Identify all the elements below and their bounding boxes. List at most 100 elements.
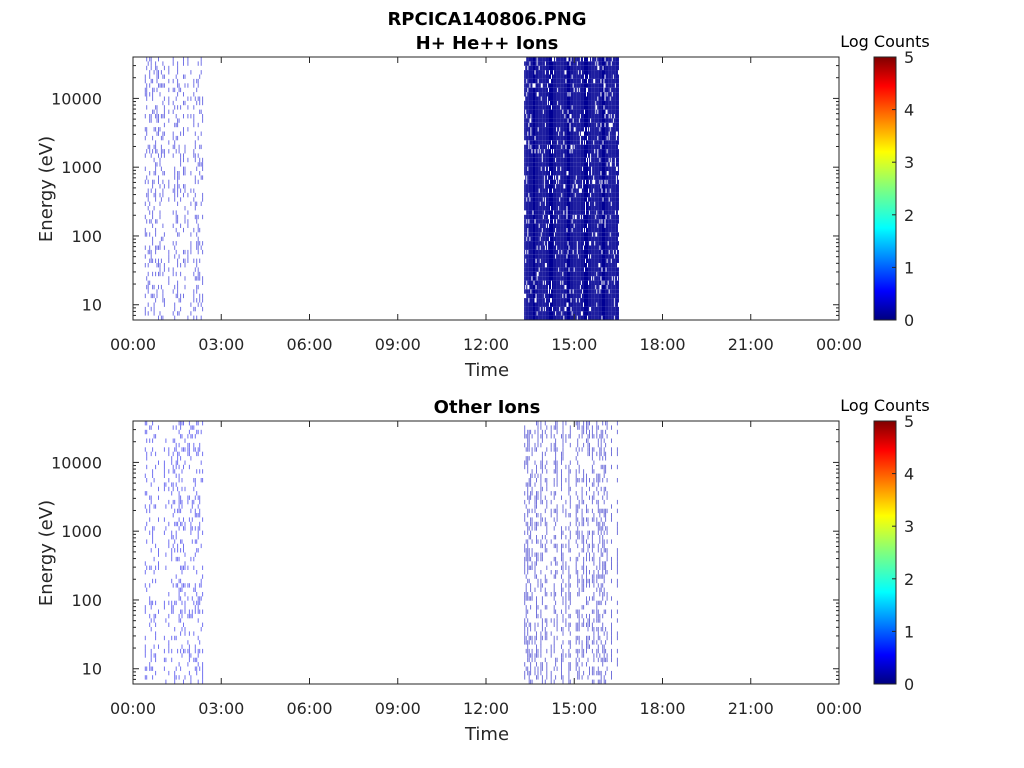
spectrogram-cell xyxy=(531,109,533,114)
spectrogram-cell xyxy=(532,298,534,303)
spectrogram-cell xyxy=(573,171,575,176)
spectrogram-cell xyxy=(593,306,595,312)
spectrogram-cell xyxy=(532,127,534,132)
spectrogram-cell xyxy=(552,78,553,84)
spectrogram-cell xyxy=(574,249,576,255)
spectrogram-cell xyxy=(607,249,609,255)
spectrogram-cell xyxy=(202,96,204,101)
spectrogram-cell xyxy=(544,109,546,114)
spectrogram-cell xyxy=(533,201,535,206)
spectrogram-cell xyxy=(573,289,575,294)
spectrogram-cell xyxy=(584,153,585,158)
spectrogram-cell xyxy=(553,87,555,93)
spectrogram-cell xyxy=(174,144,176,150)
spectrogram-cell xyxy=(177,122,179,128)
spectrogram-cell xyxy=(597,267,599,272)
spectrogram-cell xyxy=(591,96,593,101)
spectrogram-cell xyxy=(589,214,591,220)
spectrogram-cell xyxy=(554,70,556,75)
spectrogram-cell xyxy=(525,241,527,246)
spectrogram-cell xyxy=(535,214,537,220)
spectrogram-cell xyxy=(552,214,553,220)
spectrogram-cell xyxy=(553,197,555,202)
spectrogram-cell xyxy=(578,197,580,202)
spectrogram-cell xyxy=(580,140,582,145)
spectrogram-cell xyxy=(144,293,146,299)
spectrogram-cell xyxy=(537,293,539,299)
spectrogram-cell xyxy=(556,276,558,281)
spectrogram-cell xyxy=(582,70,584,75)
spectrogram-cell xyxy=(183,184,184,189)
spectrogram-cell xyxy=(543,271,545,277)
spectrogram-cell xyxy=(530,219,532,224)
spectrogram-cell xyxy=(532,65,534,71)
spectrogram-cell xyxy=(550,114,551,119)
spectrogram-cell xyxy=(589,280,591,285)
spectrogram-cell xyxy=(577,241,579,246)
spectrogram-cell xyxy=(599,192,601,198)
spectrogram-cell xyxy=(568,201,570,206)
spectrogram-cell xyxy=(543,144,545,150)
spectrogram-cell xyxy=(202,280,204,285)
spectrogram-cell xyxy=(200,175,202,180)
spectrogram-cell xyxy=(594,284,596,290)
spectrogram-cell xyxy=(563,109,565,114)
spectrogram-cell xyxy=(559,171,561,176)
spectrogram-cell xyxy=(578,57,580,62)
spectrogram-cell xyxy=(595,276,597,281)
spectrogram-cell xyxy=(580,263,582,268)
spectrogram-cell xyxy=(529,276,531,281)
spectrogram-cell xyxy=(524,258,526,263)
spectrogram-cell xyxy=(593,289,595,294)
spectrogram-cell xyxy=(553,249,555,255)
spectrogram-cell xyxy=(558,140,560,145)
spectrogram-cell xyxy=(552,65,553,71)
spectrogram-cell xyxy=(540,227,542,233)
spectrogram-cell xyxy=(557,219,559,224)
spectrogram-cell xyxy=(586,254,587,259)
spectrogram-cell xyxy=(536,157,538,163)
spectrogram-cell xyxy=(525,201,527,206)
spectrogram-cell xyxy=(581,201,583,206)
spectrogram-cell xyxy=(569,298,571,303)
spectrogram-cell xyxy=(584,144,585,150)
spectrogram-cell xyxy=(577,78,579,84)
spectrogram-cell xyxy=(576,219,578,224)
spectrogram-cell xyxy=(593,311,595,316)
spectrogram-cell xyxy=(602,92,604,97)
spectrogram-cell xyxy=(546,219,548,224)
spectrogram-cell xyxy=(601,105,603,110)
spectrogram-cell xyxy=(532,245,534,250)
spectrogram-cell xyxy=(180,293,182,299)
spectrogram-cell xyxy=(536,293,538,299)
spectrogram-cell xyxy=(546,263,548,268)
spectrogram-cell xyxy=(549,184,550,189)
spectrogram-cell xyxy=(552,83,553,88)
spectrogram-cell xyxy=(604,188,606,193)
spectrogram-cell xyxy=(596,96,598,101)
spectrogram-cell xyxy=(553,267,555,272)
spectrogram-cell xyxy=(539,214,541,220)
spectrogram-cell xyxy=(568,284,570,290)
spectrogram-cell xyxy=(600,302,602,307)
spectrogram-cell xyxy=(602,214,604,220)
spectrogram-cell xyxy=(590,96,592,101)
spectrogram-cell xyxy=(592,188,594,193)
spectrogram-cell xyxy=(144,135,146,141)
spectrogram-cell xyxy=(568,302,570,307)
spectrogram-cell xyxy=(144,232,146,237)
spectrogram-cell xyxy=(575,254,577,259)
spectrogram-cell xyxy=(184,214,186,220)
spectrogram-cell xyxy=(554,263,556,268)
spectrogram-cell xyxy=(573,74,575,79)
spectrogram-cell xyxy=(604,171,606,176)
spectrogram-cell xyxy=(572,166,574,171)
spectrogram-cell xyxy=(547,122,549,128)
spectrogram-cell xyxy=(564,241,566,246)
spectrogram-cell xyxy=(552,249,553,255)
spectrogram-cell xyxy=(603,311,605,316)
spectrogram-cell xyxy=(580,241,582,246)
spectrogram-cell xyxy=(597,118,599,123)
spectrogram-cell xyxy=(550,157,551,163)
spectrogram-cell xyxy=(540,214,542,220)
